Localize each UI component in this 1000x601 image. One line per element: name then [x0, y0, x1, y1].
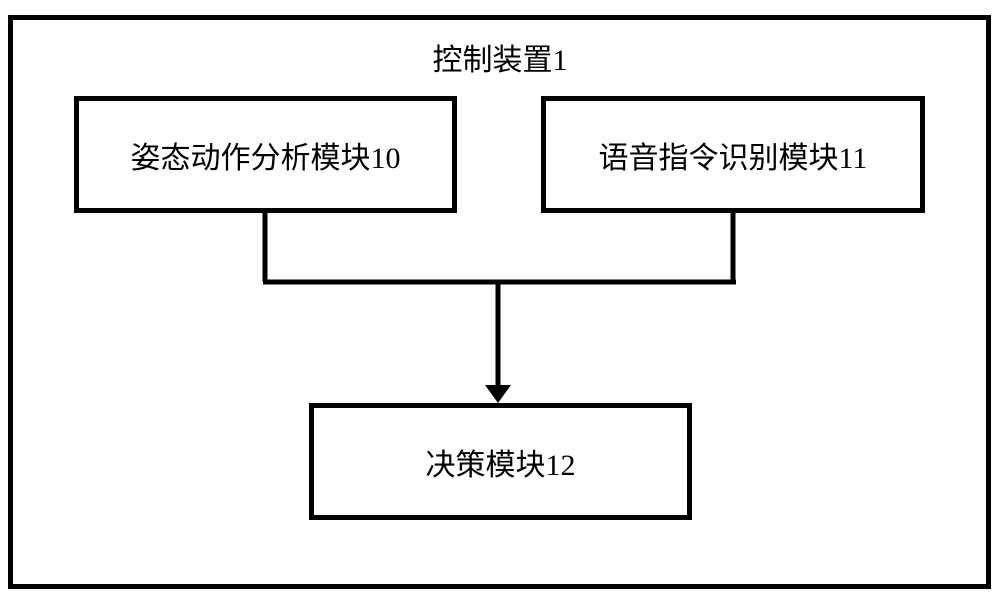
node-decision-label: 决策模块12	[426, 440, 576, 484]
node-voice-recognition: 语音指令识别模块11	[541, 96, 925, 213]
node-posture-label: 姿态动作分析模块10	[131, 133, 401, 177]
node-posture-analysis: 姿态动作分析模块10	[74, 96, 457, 213]
diagram-canvas: 控制装置1 姿态动作分析模块10 语音指令识别模块11 决策模块12	[0, 0, 1000, 601]
container-title: 控制装置1	[300, 35, 700, 79]
node-voice-label: 语音指令识别模块11	[599, 133, 868, 177]
container-title-text: 控制装置1	[433, 44, 568, 77]
node-decision: 决策模块12	[309, 403, 692, 520]
